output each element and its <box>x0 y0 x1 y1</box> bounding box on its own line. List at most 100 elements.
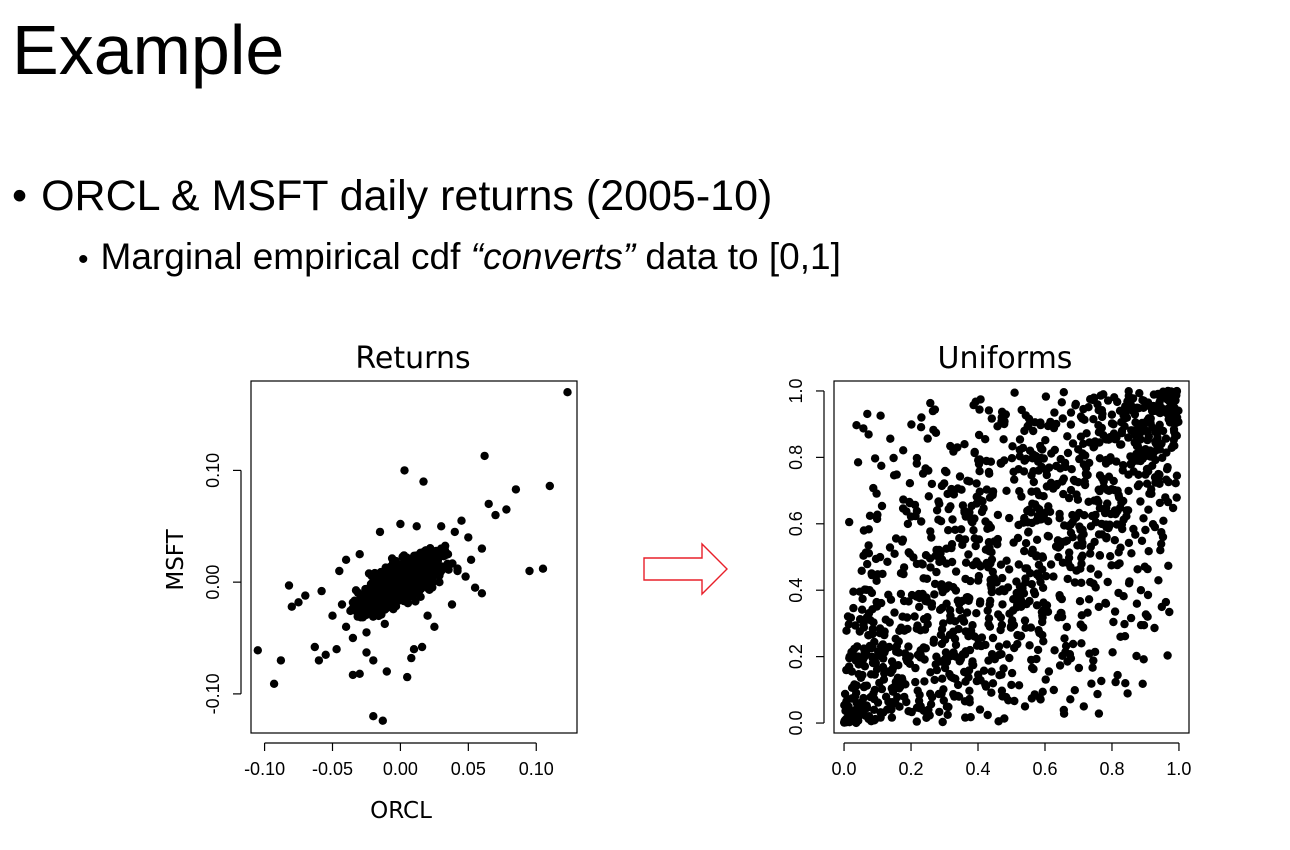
scatter-point <box>1097 412 1107 422</box>
scatter-point <box>1087 679 1096 688</box>
scatter-point <box>961 558 971 567</box>
scatter-point <box>1103 577 1112 587</box>
scatter-point <box>1172 431 1182 440</box>
scatter-point <box>879 654 888 663</box>
scatter-point <box>1009 595 1018 604</box>
scatter-point <box>1149 401 1158 411</box>
scatter-point <box>848 714 857 723</box>
scatter-point <box>430 622 439 631</box>
scatter-point <box>1103 486 1112 495</box>
scatter-point <box>853 458 863 467</box>
scatter-point <box>869 705 879 714</box>
scatter-point <box>1157 602 1167 612</box>
scatter-point <box>1007 454 1017 463</box>
scatter-point <box>877 461 886 470</box>
scatter-point <box>968 561 978 570</box>
scatter-point <box>1141 525 1150 535</box>
scatter-point <box>1162 475 1171 484</box>
scatter-point <box>1141 445 1150 454</box>
scatter-point <box>898 535 908 544</box>
scatter-point <box>993 422 1002 431</box>
scatter-point <box>1008 442 1017 451</box>
scatter-point <box>877 501 887 511</box>
y-tick-label: 0.00 <box>203 565 223 600</box>
scatter-point <box>1113 486 1122 495</box>
scatter-point <box>1027 471 1036 480</box>
scatter-point <box>993 540 1002 549</box>
scatter-point <box>1013 630 1022 640</box>
scatter-point <box>1159 516 1168 525</box>
scatter-point <box>960 440 969 449</box>
scatter-point <box>1004 696 1013 705</box>
scatter-point <box>993 510 1003 520</box>
scatter-point <box>1043 607 1053 616</box>
scatter-point <box>964 550 973 559</box>
scatter-point <box>1110 536 1120 545</box>
scatter-point <box>1144 505 1153 514</box>
scatter-point <box>1020 616 1030 625</box>
scatter-point <box>1081 470 1091 479</box>
scatter-point <box>380 592 389 601</box>
scatter-point <box>1137 453 1147 463</box>
scatter-point <box>1073 541 1082 550</box>
scatter-point <box>1118 524 1127 534</box>
scatter-point <box>1034 457 1043 466</box>
scatter-point <box>1021 574 1030 583</box>
scatter-point <box>1167 443 1176 452</box>
scatter-point <box>1151 437 1160 446</box>
scatter-point <box>371 583 380 593</box>
scatter-point <box>935 707 944 717</box>
scatter-point <box>1128 394 1138 403</box>
scatter-point <box>886 595 896 604</box>
scatter-point <box>1015 435 1025 444</box>
scatter-point <box>855 615 865 624</box>
scatter-point <box>1117 429 1127 438</box>
scatter-point <box>886 434 895 443</box>
scatter-point <box>1168 397 1177 406</box>
scatter-point <box>986 575 995 584</box>
scatter-point <box>869 483 878 493</box>
scatter-point <box>988 491 997 500</box>
scatter-point <box>936 657 945 666</box>
scatter-point <box>996 459 1006 468</box>
scatter-point <box>878 569 887 579</box>
scatter-point <box>968 621 977 630</box>
scatter-point <box>362 648 371 657</box>
scatter-point <box>1063 448 1073 458</box>
scatter-point <box>1157 403 1166 412</box>
y-tick-label: 0.10 <box>203 453 223 488</box>
scatter-point <box>1093 689 1102 699</box>
scatter-point <box>867 652 877 661</box>
scatter-point <box>1086 549 1095 558</box>
scatter-point <box>1095 454 1105 463</box>
scatter-point <box>917 559 926 568</box>
scatter-point <box>962 608 972 617</box>
scatter-point <box>1074 663 1084 673</box>
scatter-point <box>864 541 873 550</box>
scatter-point <box>348 670 358 680</box>
scatter-point <box>1042 470 1052 480</box>
scatter-point <box>857 605 867 614</box>
scatter-point <box>857 566 866 575</box>
scatter-point <box>335 566 344 576</box>
scatter-point <box>957 525 966 534</box>
scatter-point <box>900 649 910 658</box>
scatter-point <box>896 623 906 632</box>
scatter-point <box>409 645 419 654</box>
scatter-point <box>1106 453 1115 462</box>
scatter-point <box>878 662 888 672</box>
scatter-point <box>994 610 1003 619</box>
scatter-point <box>912 459 921 468</box>
scatter-point <box>435 578 444 587</box>
scatter-point <box>923 434 932 443</box>
scatter-point <box>1068 439 1078 448</box>
scatter-point <box>1037 444 1046 453</box>
scatter-point <box>1094 421 1103 430</box>
scatter-point <box>1119 496 1128 506</box>
scatter-point <box>1033 645 1043 655</box>
scatter-point <box>1039 512 1048 521</box>
scatter-point <box>925 554 935 563</box>
scatter-point <box>982 559 991 568</box>
scatter-point <box>970 448 979 458</box>
scatter-point <box>477 544 487 553</box>
